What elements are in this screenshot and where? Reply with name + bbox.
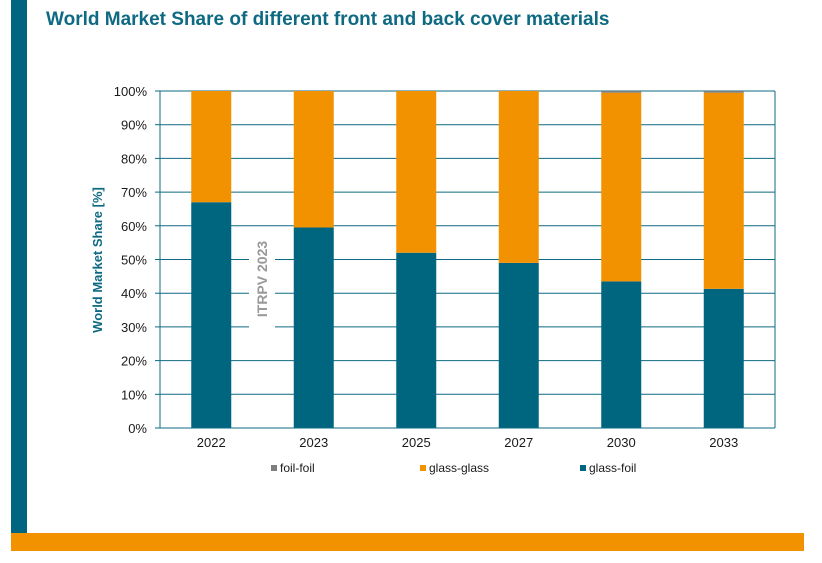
legend: foil-foil glass-glass glass-foil (271, 461, 636, 475)
bar-glass-foil-2025 (396, 252, 437, 428)
bar-glass-glass-2027 (498, 91, 539, 263)
legend-swatch-foil-foil (271, 465, 277, 471)
bar-foil-foil-2033 (703, 91, 744, 93)
y-tick-label: 100% (114, 84, 148, 99)
y-tick-label: 10% (121, 387, 147, 402)
bar-glass-foil-2023 (293, 227, 334, 428)
y-tick-label: 30% (121, 320, 147, 335)
y-axis-label: World Market Share [%] (90, 187, 105, 333)
slide-title: World Market Share of different front an… (46, 9, 610, 30)
x-tick-label: 2022 (197, 435, 226, 450)
gridlines (155, 90, 775, 429)
y-tick-label: 80% (121, 151, 147, 166)
bar-glass-foil-2022 (191, 202, 232, 428)
y-tick-label: 60% (121, 219, 147, 234)
bar-glass-glass-2025 (396, 91, 437, 253)
legend-label-glass-foil: glass-foil (589, 461, 636, 475)
y-tick-label: 0% (128, 421, 147, 436)
x-tick-label: 2033 (709, 435, 738, 450)
y-tick-labels: 0% 10% 20% 30% 40% 50% 60% 70% 80% 90% 100% (114, 84, 148, 436)
bars (191, 91, 744, 428)
y-tick-label: 90% (121, 118, 147, 133)
x-tick-label: 2025 (402, 435, 431, 450)
y-tick-label: 70% (121, 185, 147, 200)
axes (159, 91, 776, 429)
x-tick-label: 2030 (607, 435, 636, 450)
bar-glass-foil-2027 (498, 262, 539, 428)
y-tick-label: 40% (121, 286, 147, 301)
watermark-background (249, 228, 275, 330)
bar-glass-glass-2023 (293, 91, 334, 228)
x-tick-label: 2027 (504, 435, 533, 450)
y-tick-label: 20% (121, 354, 147, 369)
legend-swatch-glass-foil (580, 465, 586, 471)
bar-glass-foil-2033 (703, 288, 744, 428)
legend-swatch-glass-glass (420, 465, 426, 471)
watermark-text: ITRPV 2023 (254, 241, 270, 317)
legend-label-foil-foil: foil-foil (280, 461, 315, 475)
y-tick-label: 50% (121, 253, 147, 268)
legend-label-glass-glass: glass-glass (429, 461, 489, 475)
x-tick-label: 2023 (299, 435, 328, 450)
left-accent-bar (11, 0, 27, 533)
bar-glass-glass-2033 (703, 92, 744, 289)
bar-glass-foil-2030 (601, 281, 642, 428)
bar-glass-glass-2022 (191, 91, 232, 203)
bar-foil-foil-2030 (601, 91, 642, 93)
watermark: ITRPV 2023 (249, 228, 275, 330)
bottom-accent-bar (11, 533, 804, 551)
bar-glass-glass-2030 (601, 92, 642, 282)
x-tick-labels: 2022 2023 2025 2027 2030 2033 (197, 435, 738, 450)
